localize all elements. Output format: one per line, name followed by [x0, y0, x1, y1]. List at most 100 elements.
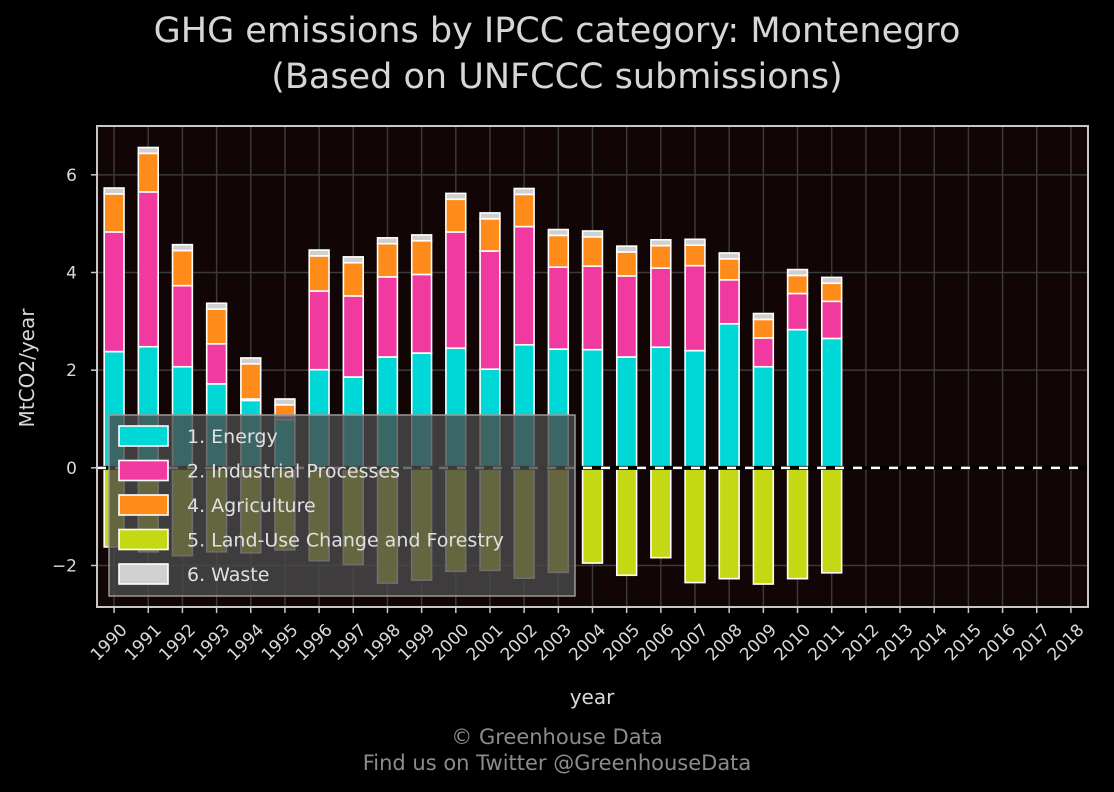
x-tick-label: 2006	[634, 620, 679, 665]
x-axis-label: year	[570, 685, 615, 709]
bar-6-waste-2007	[684, 238, 706, 246]
y-tick-label: −2	[52, 556, 77, 576]
bar-4-agriculture-2006	[650, 244, 672, 269]
bar-2-industrial-processes-2004	[581, 265, 604, 351]
x-tick-label: 2005	[599, 620, 644, 665]
bar-6-waste-1998	[376, 237, 399, 245]
bar-6-waste-2006	[650, 238, 672, 247]
bar-4-agriculture-1993	[205, 308, 228, 345]
bar-1-energy-2010	[786, 328, 809, 469]
bar-2-industrial-processes-2007	[684, 264, 706, 352]
bar-1-energy-2008	[718, 322, 740, 469]
bar-4-agriculture-2009	[752, 318, 775, 339]
y-tick-label: 4	[66, 263, 77, 283]
x-tick-label: 2016	[975, 620, 1020, 665]
footer-copyright: © Greenhouse Data	[451, 725, 663, 749]
x-tick-label: 2009	[736, 620, 781, 665]
bar-2-industrial-processes-2005	[615, 275, 638, 358]
bar-2-industrial-processes-1992	[171, 284, 194, 368]
legend: 1. Energy 2. Industrial Processes 4. Agric…	[108, 414, 576, 597]
bar-2-industrial-processes-2011	[820, 300, 843, 340]
bar-2-industrial-processes-1997	[342, 295, 365, 378]
bar-4-agriculture-1991	[137, 152, 159, 193]
bar-4-agriculture-2004	[581, 236, 604, 267]
x-tick-label: 2011	[805, 620, 850, 665]
bar-6-waste-2009	[752, 312, 775, 321]
x-tick-label: 1999	[394, 620, 439, 665]
legend-swatch	[118, 425, 169, 447]
bar-6-waste-2011	[820, 276, 843, 285]
x-tick-label: 2001	[463, 620, 508, 665]
bar-2-industrial-processes-2001	[479, 250, 501, 370]
bar-4-agriculture-1992	[171, 249, 194, 287]
bar-4-agriculture-2011	[820, 282, 843, 303]
bar-5-land-use-change-and-forestry-2004	[581, 467, 604, 564]
bar-4-agriculture-2003	[547, 234, 570, 268]
y-tick-label: 6	[66, 166, 77, 186]
x-tick-label: 2017	[1010, 620, 1055, 665]
bar-5-land-use-change-and-forestry-2008	[718, 467, 740, 580]
bar-4-agriculture-1996	[308, 255, 330, 292]
bar-4-agriculture-1994	[240, 363, 262, 400]
bar-2-industrial-processes-2008	[718, 279, 740, 325]
bar-6-waste-1994	[240, 357, 262, 365]
bar-4-agriculture-2010	[786, 274, 809, 295]
legend-label: 4. Agriculture	[187, 495, 316, 517]
legend-label: 1. Energy	[187, 426, 278, 448]
bar-4-agriculture-1998	[376, 242, 399, 278]
x-tick-label: 2000	[429, 620, 474, 665]
x-tick-label: 1990	[87, 620, 132, 665]
x-tick-label: 2012	[839, 620, 884, 665]
bar-4-agriculture-2008	[718, 258, 740, 281]
bars-group	[103, 146, 843, 585]
bar-6-waste-2002	[513, 187, 535, 196]
x-tick-label: 2015	[941, 620, 986, 665]
x-tick-label: 1998	[360, 620, 405, 665]
y-axis-ticks: −2 0 2 4 6	[52, 166, 97, 576]
bar-6-waste-1999	[410, 234, 433, 242]
bar-2-industrial-processes-2000	[445, 231, 467, 349]
bar-6-waste-2004	[581, 230, 604, 238]
bar-4-agriculture-2001	[479, 217, 501, 252]
chart-title: GHG emissions by IPCC category: Monteneg…	[153, 11, 961, 51]
x-tick-label: 2013	[873, 620, 918, 665]
bar-5-land-use-change-and-forestry-2005	[615, 467, 638, 577]
x-tick-label: 2002	[497, 620, 542, 665]
x-tick-label: 2007	[668, 620, 713, 665]
legend-swatch	[118, 563, 169, 585]
bar-6-waste-1995	[274, 398, 296, 406]
x-tick-label: 2010	[770, 620, 815, 665]
bar-1-energy-2009	[752, 365, 775, 469]
x-tick-label: 2003	[531, 620, 576, 665]
legend-swatch	[118, 459, 169, 482]
bar-2-industrial-processes-2006	[650, 267, 672, 349]
bar-6-waste-1993	[205, 302, 228, 310]
x-tick-label: 2004	[565, 620, 610, 665]
chart-subtitle: (Based on UNFCCC submissions)	[271, 57, 843, 97]
bar-4-agriculture-1997	[342, 261, 365, 297]
y-axis-label: MtCO2/year	[15, 308, 39, 428]
bar-6-waste-2003	[547, 228, 570, 237]
bar-6-waste-1997	[342, 256, 365, 264]
bar-1-energy-2006	[650, 346, 672, 469]
x-tick-label: 2014	[907, 620, 952, 665]
x-tick-label: 1993	[189, 620, 234, 665]
bar-2-industrial-processes-2010	[786, 292, 809, 331]
bar-2-industrial-processes-1999	[410, 273, 433, 354]
bar-5-land-use-change-and-forestry-2010	[786, 467, 809, 580]
footer-twitter: Find us on Twitter @GreenhouseData	[362, 751, 752, 775]
bar-5-land-use-change-and-forestry-2011	[820, 467, 843, 574]
bar-5-land-use-change-and-forestry-2006	[650, 467, 672, 559]
x-tick-label: 1996	[292, 620, 337, 665]
bar-6-waste-1991	[137, 146, 159, 155]
bar-6-waste-2005	[615, 245, 638, 253]
bar-2-industrial-processes-1996	[308, 290, 330, 371]
bar-6-waste-2000	[445, 192, 467, 201]
bar-2-industrial-processes-1998	[376, 276, 399, 358]
bar-1-energy-2011	[820, 337, 843, 469]
legend-box	[108, 414, 576, 597]
bar-2-industrial-processes-1990	[103, 231, 125, 353]
x-tick-label: 1992	[155, 620, 200, 665]
bar-2-industrial-processes-2003	[547, 266, 570, 350]
